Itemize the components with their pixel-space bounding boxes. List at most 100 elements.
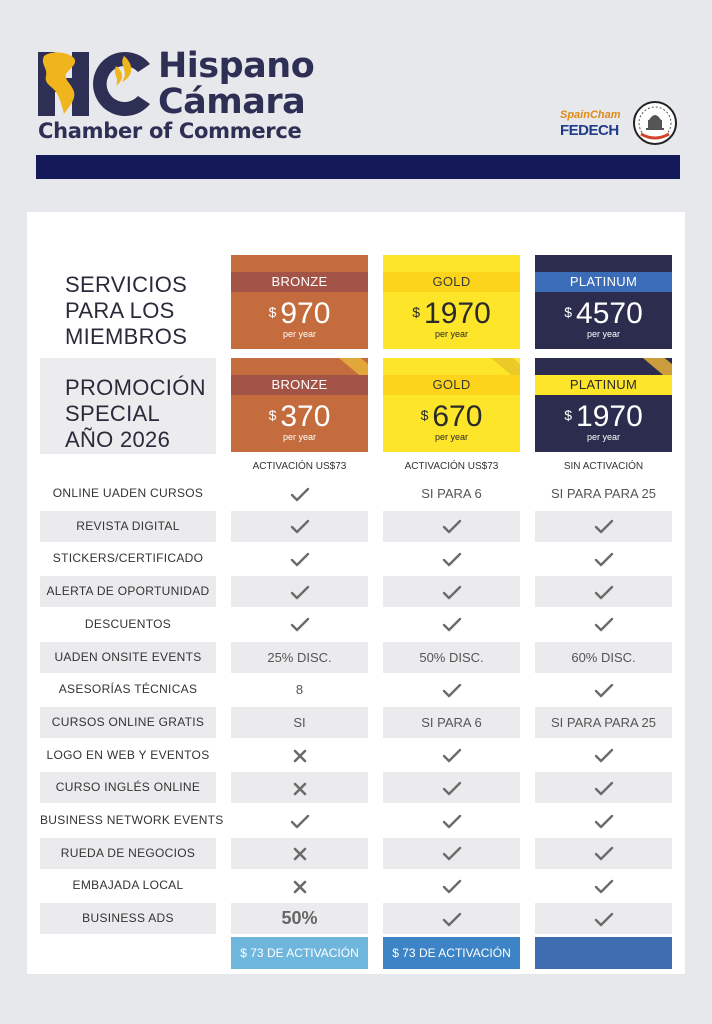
bronze-footer-activation: $ 73 DE ACTIVACIÓN — [231, 937, 368, 969]
check-icon — [594, 879, 613, 894]
row-cell-background — [231, 510, 368, 542]
price-amount: 1970 — [576, 400, 643, 433]
feature-included-cell — [231, 609, 368, 640]
table-row: REVISTA DIGITAL — [40, 510, 672, 542]
price: $1970 — [383, 299, 520, 329]
feature-value: 60% DISC. — [571, 649, 636, 665]
feature-included-cell — [231, 805, 368, 836]
brand-name-line-1: Hispano — [158, 46, 315, 86]
feature-included-cell — [231, 511, 368, 542]
feature-name: LOGO EN WEB Y EVENTOS — [46, 747, 210, 762]
table-row: RUEDA DE NEGOCIOS — [40, 837, 672, 869]
bronze-promo-price-card: BRONZE $370 per year — [231, 358, 368, 452]
feature-included-cell — [535, 740, 672, 771]
check-icon — [442, 552, 461, 567]
capitol-seal-icon — [633, 101, 677, 145]
regular-title-line: SERVICIOS — [65, 272, 188, 297]
row-cell-background — [535, 772, 672, 804]
cross-icon — [293, 782, 306, 796]
feature-included-cell — [231, 576, 368, 607]
feature-value: SI — [293, 714, 306, 730]
feature-included-cell — [231, 478, 368, 509]
platinum-activation-label: SIN ACTIVACIÓN — [563, 461, 644, 472]
row-cell-background — [231, 903, 368, 935]
feature-included-cell — [535, 805, 672, 836]
check-icon — [442, 748, 461, 763]
row-cell-background — [383, 641, 520, 673]
row-cell-background — [383, 706, 520, 738]
table-row: BUSINESS NETWORK EVENTS — [40, 805, 672, 836]
cross-icon — [293, 847, 306, 861]
check-icon — [594, 683, 613, 697]
feature-included-cell — [383, 609, 520, 640]
bronze-regular-price-card: BRONZE $970 per year — [231, 255, 368, 349]
feature-name: BUSINESS NETWORK EVENTS — [40, 813, 224, 827]
gold-footer-activation: $ 73 DE ACTIVACIÓN — [383, 937, 520, 969]
promo-title-line: SPECIAL — [65, 401, 161, 426]
feature-value: SI PARA PARA 25 — [550, 486, 656, 501]
price: $970 — [231, 299, 368, 329]
table-row: CURSO INGLÉS ONLINE — [40, 772, 672, 804]
row-cell-background — [535, 903, 672, 935]
promo-section-title: PROMOCIÓN SPECIAL AÑO 2026 — [65, 375, 206, 453]
currency-symbol: $ — [268, 407, 277, 423]
price: $4570 — [535, 299, 672, 329]
row-cell-background — [383, 772, 520, 804]
check-icon — [594, 912, 613, 926]
check-icon — [442, 879, 461, 894]
feature-included-cell — [383, 805, 520, 836]
row-cell-background — [535, 641, 672, 673]
check-icon — [290, 814, 309, 828]
feature-name: REVISTA DIGITAL — [76, 518, 180, 533]
check-icon — [594, 814, 613, 828]
price-period: per year — [586, 329, 621, 339]
regular-section-title: SERVICIOS PARA LOS MIEMBROS — [65, 272, 187, 350]
gold-activation-label: ACTIVACIÓN US$73 — [404, 461, 499, 472]
price-amount: 970 — [280, 297, 331, 330]
table-row: BUSINESS ADS 50% — [40, 903, 672, 935]
feature-included-cell — [535, 772, 672, 803]
currency-symbol: $ — [420, 407, 429, 423]
row-cell-background — [40, 641, 216, 673]
feature-value: SI PARA 6 — [421, 486, 482, 501]
row-cell-background — [383, 510, 520, 542]
feature-included-cell — [535, 511, 672, 542]
check-icon — [594, 552, 613, 567]
feature-included-cell — [383, 740, 520, 771]
tier-name: BRONZE — [231, 272, 368, 292]
hispano-camara-logo-icon — [38, 52, 150, 116]
price: $670 — [383, 402, 520, 432]
header-divider-bar — [36, 155, 680, 179]
check-icon — [290, 618, 309, 632]
price: $1970 — [535, 402, 672, 432]
regular-title-line: PARA LOS — [65, 298, 175, 323]
gold-promo-price-card: GOLD $670 per year — [383, 358, 520, 452]
feature-included-cell — [535, 903, 672, 934]
check-icon — [290, 520, 309, 534]
platinum-regular-price-card: PLATINUM $4570 per year — [535, 255, 672, 349]
check-icon — [594, 847, 613, 861]
feature-name: DESCUENTOS — [84, 616, 172, 631]
feature-name: EMBAJADA LOCAL — [72, 878, 184, 893]
feature-included-cell — [535, 870, 672, 901]
feature-included-cell — [383, 511, 520, 542]
table-row: ONLINE UADEN CURSOS SI PARA 6 SI PARA PARA… — [40, 478, 672, 509]
check-icon — [442, 585, 461, 599]
price-period: per year — [282, 432, 317, 442]
row-cell-background — [383, 576, 520, 608]
tier-name: GOLD — [383, 272, 520, 292]
feature-value: SI PARA PARA 25 — [550, 714, 656, 730]
check-icon — [442, 912, 461, 926]
check-icon — [290, 552, 309, 567]
table-row: CURSOS ONLINE GRATIS SI SI PARA 6 SI PARA P… — [40, 706, 672, 738]
check-icon — [594, 618, 613, 632]
feature-name: CURSOS ONLINE GRATIS — [51, 714, 205, 729]
price-period: per year — [282, 329, 317, 339]
feature-name: BUSINESS ADS — [82, 911, 174, 926]
row-cell-background — [40, 510, 216, 542]
feature-name: ALERTA DE OPORTUNIDAD — [46, 584, 210, 599]
check-icon — [594, 520, 613, 534]
check-icon — [594, 748, 613, 763]
currency-symbol: $ — [412, 304, 421, 320]
row-cell-background — [535, 510, 672, 542]
